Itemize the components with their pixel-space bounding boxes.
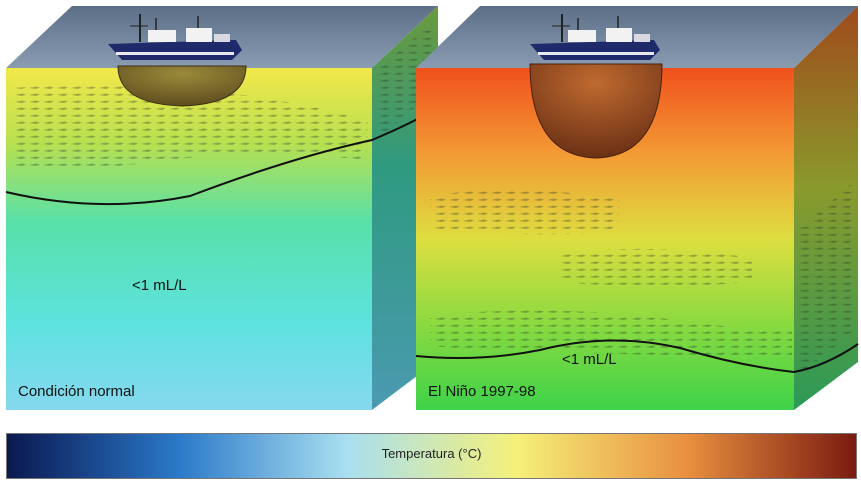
- condition-label: El Niño 1997-98: [428, 383, 536, 400]
- oxycline-line: [415, 339, 859, 374]
- temperature-colorbar: Temperatura (°C): [6, 433, 857, 479]
- el-nino-block: <1 mL/L El Niño 1997-98: [415, 6, 859, 410]
- oxygen-label: <1 mL/L: [132, 277, 187, 294]
- fish-school: [798, 180, 856, 376]
- oxygen-label: <1 mL/L: [562, 351, 617, 368]
- normal-condition-block: <1 mL/L Condición normal: [5, 6, 439, 410]
- fishing-net: [529, 63, 663, 159]
- fish-school: [376, 20, 436, 140]
- oxycline-line: [5, 107, 439, 206]
- fishing-vessel: [108, 14, 242, 60]
- fish-school: [430, 310, 792, 360]
- ocean-diagram: <1 mL/L Condición normal <1 mL/L El Niño…: [5, 6, 859, 410]
- fishing-net: [117, 65, 247, 107]
- condition-label: Condición normal: [18, 383, 135, 400]
- fish-school: [14, 84, 368, 169]
- fish-school: [430, 189, 620, 235]
- fish-school: [560, 248, 752, 286]
- fishing-vessel: [530, 14, 660, 60]
- colorbar-label: Temperatura (°C): [381, 446, 482, 461]
